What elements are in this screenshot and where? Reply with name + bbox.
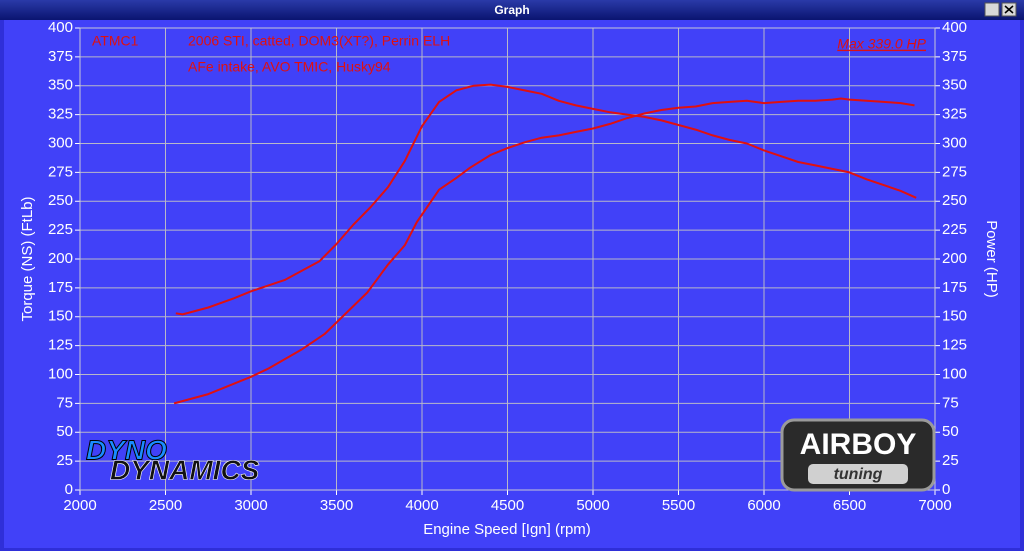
logo-text: tuning xyxy=(834,466,883,483)
close-icon xyxy=(1004,5,1014,14)
y-tick-label: 375 xyxy=(48,48,73,65)
y-tick-label: 300 xyxy=(48,134,73,151)
dyno-logo: DYNO DYNAMICS xyxy=(86,434,260,486)
y-tick-label: 225 xyxy=(48,221,73,238)
x-tick-label: 4500 xyxy=(491,497,524,514)
y-tick-label: 0 xyxy=(65,481,73,498)
y2-tick-label: 75 xyxy=(942,394,959,411)
y2-tick-label: 125 xyxy=(942,337,967,354)
y2-tick-label: 200 xyxy=(942,250,967,267)
x-tick-label: 3500 xyxy=(320,497,353,514)
y2-tick-label: 275 xyxy=(942,163,967,180)
x-tick-label: 6500 xyxy=(833,497,866,514)
y2-tick-label: 150 xyxy=(942,308,967,325)
y2-tick-label: 375 xyxy=(942,48,967,65)
x-tick-label: 2000 xyxy=(63,497,96,514)
y2-axis-title: Power (HP) xyxy=(983,220,1000,298)
max-power-note: Max 339.0 HP xyxy=(837,36,926,52)
logo-band xyxy=(808,464,908,484)
x-axis-title: Engine Speed [Ign] (rpm) xyxy=(423,521,591,538)
logo-text: DYNO xyxy=(86,434,167,465)
x-tick-label: 6000 xyxy=(747,497,780,514)
y-tick-label: 25 xyxy=(56,452,73,469)
restore-button[interactable] xyxy=(984,2,1000,17)
y-tick-label: 325 xyxy=(48,106,73,123)
y-tick-label: 400 xyxy=(48,19,73,36)
plot xyxy=(173,83,917,405)
y2-tick-label: 400 xyxy=(942,19,967,36)
x-tick-label: 4000 xyxy=(405,497,438,514)
x-tick-label: 5500 xyxy=(662,497,695,514)
plot-frame xyxy=(79,27,936,491)
annotation: 2006 STI, catted, DOM3(XT?), Perrin ELH xyxy=(188,33,450,49)
y-axis-title: Torque (NS) (FtLb) xyxy=(19,196,36,321)
y-tick-label: 175 xyxy=(48,279,73,296)
y-tick-label: 100 xyxy=(48,365,73,382)
y2-tick-label: 100 xyxy=(942,365,967,382)
y2-tick-label: 25 xyxy=(942,452,959,469)
y2-tick-label: 250 xyxy=(942,192,967,209)
y-tick-label: 125 xyxy=(48,337,73,354)
annotation: AFe intake, AVO TMIC, Husky94 xyxy=(188,59,391,75)
x-tick-label: 7000 xyxy=(918,497,951,514)
logo-text: DYNAMICS xyxy=(110,454,260,485)
window-title: Graph xyxy=(494,3,529,17)
y2-tick-label: 50 xyxy=(942,423,959,440)
y-tick-label: 350 xyxy=(48,77,73,94)
series-line xyxy=(173,97,915,405)
title-bar xyxy=(0,0,1024,20)
y2-tick-label: 225 xyxy=(942,221,967,238)
y2-tick-label: 175 xyxy=(942,279,967,296)
y2-tick-label: 350 xyxy=(942,77,967,94)
y-tick-label: 50 xyxy=(56,423,73,440)
y-tick-label: 200 xyxy=(48,250,73,267)
y-tick-label: 250 xyxy=(48,192,73,209)
x-tick-label: 3000 xyxy=(234,497,267,514)
annotation: ATMC1 xyxy=(92,33,139,49)
y-tick-label: 275 xyxy=(48,163,73,180)
y2-tick-label: 300 xyxy=(942,134,967,151)
series-line xyxy=(175,83,917,316)
airboy-logo: AIRBOY tuning xyxy=(780,418,936,492)
y2-tick-label: 325 xyxy=(942,106,967,123)
x-tick-label: 5000 xyxy=(576,497,609,514)
y-tick-label: 75 xyxy=(56,394,73,411)
x-tick-label: 2500 xyxy=(149,497,182,514)
y2-tick-label: 0 xyxy=(942,481,950,498)
y-tick-label: 150 xyxy=(48,308,73,325)
logo-text: AIRBOY xyxy=(800,428,917,461)
